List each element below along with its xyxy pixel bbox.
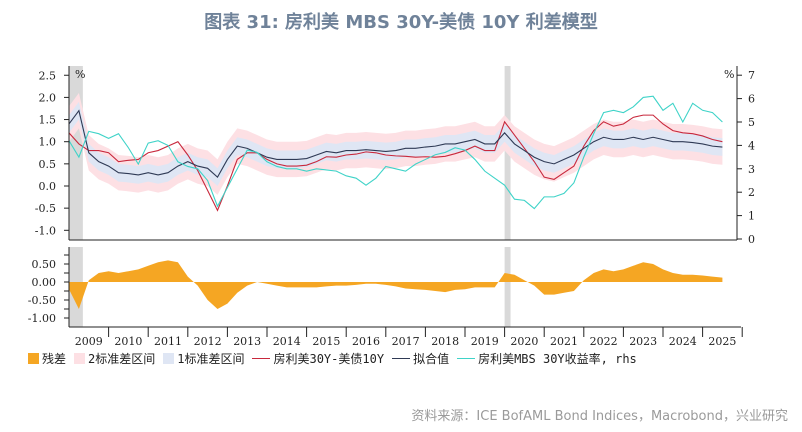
bottom-tick-label: -1.00 xyxy=(28,312,56,325)
left-tick-label: -1.0 xyxy=(35,224,56,237)
year-label: 2017 xyxy=(392,335,420,348)
bottom-panel: 0.50 0.00 -0.50 -1.00 2009 2010 2011 2012 2013 20… xyxy=(28,247,743,348)
left-tick-label: 0.0 xyxy=(39,180,57,193)
source-note: 资料来源：ICE BofAML Bond Indices，Macrobond，兴… xyxy=(411,409,788,424)
year-label: 2025 xyxy=(708,335,736,348)
right-tick-label: 3 xyxy=(748,163,755,176)
left-tick-label: 2.0 xyxy=(39,91,57,104)
right-tick-label: 5 xyxy=(748,116,755,129)
year-label: 2010 xyxy=(114,335,142,348)
legend-item-2sd-band: 2标准差区间 xyxy=(74,350,155,367)
legend-label: 房利美MBS 30Y收益率, rhs xyxy=(478,352,637,366)
legend-item-fitted: 拟合值 xyxy=(392,350,449,367)
year-label: 2012 xyxy=(194,335,222,348)
top-panel: 2.5 2.0 1.5 1.0 0.5 0.0 -0.5 -1.0 7 6 5 4 3 2 1 0%% xyxy=(35,66,755,246)
left-tick-label: 1.0 xyxy=(39,136,57,149)
right-tick-label: 1 xyxy=(748,210,755,223)
legend: 残差 2标准差区间 1标准差区间 房利美30Y-美债10Y 拟合值 房利美MBS… xyxy=(28,350,645,367)
year-label: 2023 xyxy=(629,335,657,348)
bottom-tick-label: 0.50 xyxy=(32,258,57,271)
year-label: 2011 xyxy=(154,335,182,348)
legend-item-residual: 残差 xyxy=(28,350,66,367)
right-tick-label: 7 xyxy=(748,69,755,82)
year-label: 2019 xyxy=(471,335,499,348)
year-label: 2022 xyxy=(590,335,618,348)
left-unit-label: % xyxy=(75,68,85,81)
legend-item-spread: 房利美30Y-美债10Y xyxy=(252,350,384,367)
year-label: 2009 xyxy=(75,335,103,348)
band-1sd xyxy=(69,101,723,186)
legend-swatch xyxy=(28,353,39,364)
legend-label: 残差 xyxy=(42,352,67,366)
right-tick-label: 0 xyxy=(748,233,755,246)
legend-line xyxy=(457,358,476,359)
right-tick-label: 6 xyxy=(748,93,755,106)
left-tick-label: 2.5 xyxy=(39,69,57,82)
year-label: 2015 xyxy=(312,335,340,348)
recession-shade-bottom xyxy=(504,247,511,327)
bottom-tick-label: 0.00 xyxy=(32,276,57,289)
spread-line xyxy=(68,114,723,212)
year-label: 2020 xyxy=(510,335,538,348)
right-tick-label: 2 xyxy=(748,186,755,199)
bottom-tick-label: -0.50 xyxy=(28,294,56,307)
left-tick-label: 1.5 xyxy=(39,114,57,127)
year-label: 2014 xyxy=(273,335,301,348)
year-label: 2021 xyxy=(550,335,578,348)
year-label: 2024 xyxy=(669,335,697,348)
right-unit-label: % xyxy=(724,68,734,81)
fitted-line xyxy=(68,109,723,179)
legend-line xyxy=(252,358,271,359)
year-label: 2016 xyxy=(352,335,380,348)
legend-swatch xyxy=(74,353,86,364)
legend-label: 2标准差区间 xyxy=(88,352,156,366)
residual-area xyxy=(69,260,723,309)
year-label: 2013 xyxy=(233,335,261,348)
legend-swatch xyxy=(163,353,175,364)
legend-label: 1标准差区间 xyxy=(177,352,245,366)
legend-item-1sd-band: 1标准差区间 xyxy=(163,350,244,367)
left-tick-label: 0.5 xyxy=(39,158,57,171)
legend-label: 房利美30Y-美债10Y xyxy=(273,352,385,366)
chart-title: 图表 31: 房利美 MBS 30Y-美债 10Y 利差模型 xyxy=(204,12,598,33)
legend-label: 拟合值 xyxy=(413,352,450,366)
left-tick-label: -0.5 xyxy=(35,202,56,215)
legend-line xyxy=(392,358,411,359)
right-tick-label: 4 xyxy=(748,139,755,152)
legend-item-mbs-yield: 房利美MBS 30Y收益率, rhs xyxy=(457,350,637,367)
mbs-yield-line xyxy=(68,95,723,210)
year-label: 2018 xyxy=(431,335,459,348)
